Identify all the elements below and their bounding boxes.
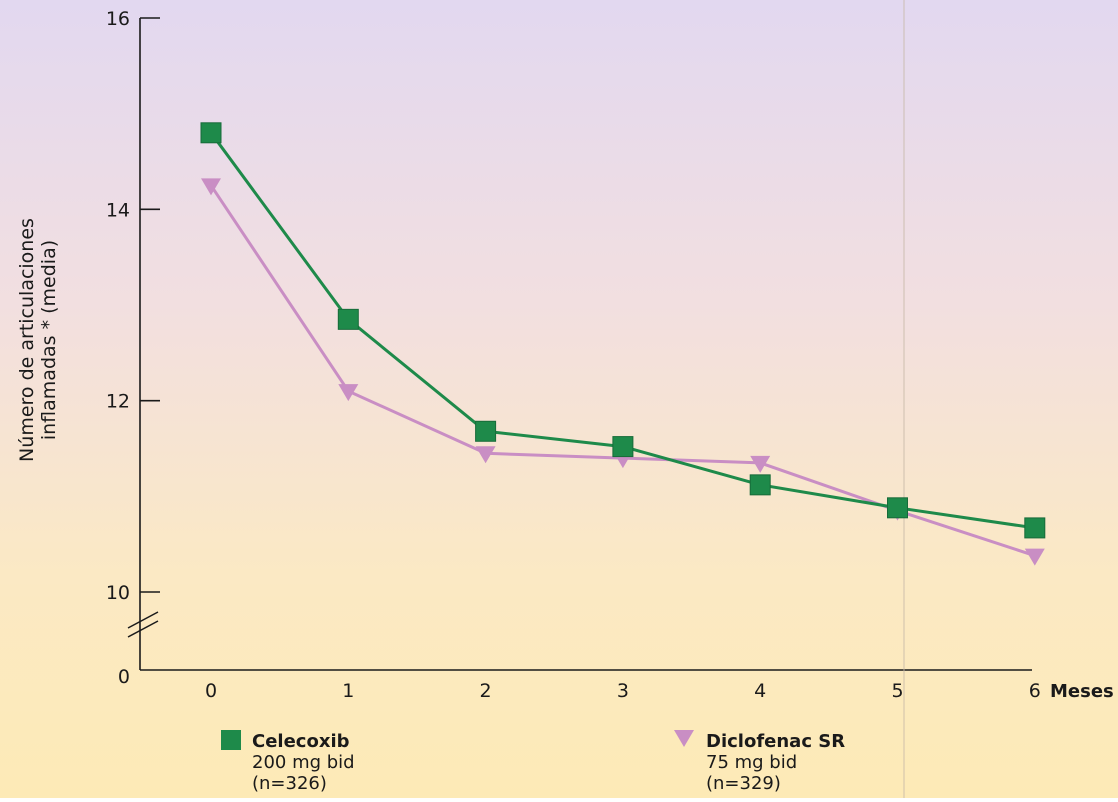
data-point (338, 384, 359, 402)
x-tick-label: 1 (342, 680, 354, 702)
y-tick-label-zero: 0 (118, 666, 130, 688)
series-layer (200, 122, 1046, 566)
legend-celecoxib-n: (n=326) (252, 773, 327, 794)
legend-diclofenac: Diclofenac SR 75 mg bid (n=329) (674, 730, 845, 794)
axis-break-mark (127, 620, 159, 638)
x-axis-unit-label: Meses (1050, 681, 1114, 702)
data-point (1024, 548, 1045, 566)
y-tick-label: 16 (106, 8, 130, 30)
x-tick-label: 0 (205, 680, 217, 702)
y-tick-label: 12 (106, 391, 130, 413)
data-point (1024, 517, 1046, 539)
axis-break-mark (127, 611, 159, 629)
legend-celecoxib-marker (221, 730, 241, 750)
data-point (475, 446, 496, 464)
x-tick-label: 2 (480, 680, 492, 702)
x-tick-label: 5 (891, 680, 903, 702)
legend-celecoxib-dose: 200 mg bid (252, 752, 355, 773)
data-point (475, 420, 497, 442)
legend-diclofenac-marker (674, 730, 694, 747)
legend-celecoxib-name: Celecoxib (252, 731, 350, 752)
data-point (201, 178, 221, 196)
data-point (887, 497, 908, 519)
legend-diclofenac-dose: 75 mg bid (706, 752, 797, 773)
series-celecoxib (200, 122, 1046, 539)
x-tick-label: 4 (754, 680, 766, 702)
y-axis-title-line1: Número de articulaciones (16, 218, 38, 462)
legend-diclofenac-name: Diclofenac SR (706, 731, 845, 752)
x-tick-label: 3 (617, 680, 629, 702)
data-point (612, 436, 634, 458)
y-tick-label: 14 (106, 199, 130, 221)
data-point (750, 455, 771, 473)
legend-diclofenac-n: (n=329) (706, 773, 781, 794)
data-point (200, 122, 222, 144)
y-tick-label: 10 (106, 582, 130, 604)
data-point (337, 308, 359, 330)
legend-celecoxib: Celecoxib 200 mg bid (n=326) (221, 730, 355, 794)
x-tick-label: 6 (1029, 680, 1041, 702)
data-point (749, 474, 771, 496)
y-axis-title-line2: inflamadas * (media) (38, 240, 60, 440)
